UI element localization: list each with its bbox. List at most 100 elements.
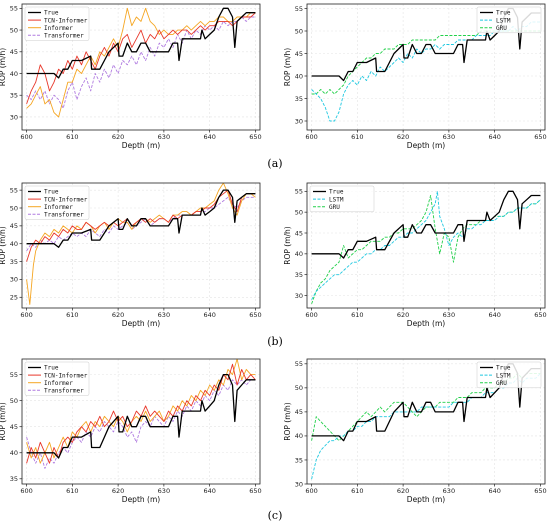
legend-label-tcn_informer: TCN-Informer bbox=[44, 196, 88, 203]
y-tick-label: 25 bbox=[10, 294, 18, 302]
legend-label-true: True bbox=[496, 365, 511, 372]
legend-label-gru: GRU bbox=[496, 25, 507, 32]
x-tick-label: 630 bbox=[158, 311, 170, 319]
x-axis-label: Depth (m) bbox=[122, 141, 160, 150]
legend-label-informer: Informer bbox=[44, 25, 73, 32]
y-tick-label: 45 bbox=[10, 48, 18, 56]
x-tick-label: 640 bbox=[488, 487, 500, 495]
y-axis-label: ROP (m/h) bbox=[283, 226, 292, 265]
panel-label-c: (c) bbox=[268, 509, 283, 522]
legend-label-lstm: LSTM bbox=[496, 372, 511, 379]
plot-frame bbox=[21, 182, 261, 309]
y-tick-label: 50 bbox=[10, 397, 18, 405]
series-line-lstm bbox=[311, 190, 541, 300]
x-tick-label: 610 bbox=[66, 487, 78, 495]
legend-box bbox=[24, 6, 90, 41]
y-tick-label: 40 bbox=[10, 70, 18, 78]
y-tick-label: 55 bbox=[295, 5, 303, 13]
y-tick-label: 35 bbox=[10, 92, 18, 100]
chart-panels: 600 610 620 630 640 650 30 35 40 45 50 55 Depth (m) R… bbox=[0, 3, 547, 504]
y-tick-label: 35 bbox=[10, 475, 18, 483]
series-line-gru bbox=[311, 30, 541, 95]
x-tick-label: 600 bbox=[20, 311, 32, 319]
x-tick-label: 610 bbox=[66, 311, 78, 319]
x-axis-label: Depth (m) bbox=[122, 495, 160, 504]
y-tick-label: 50 bbox=[10, 26, 18, 34]
x-tick-label: 620 bbox=[397, 487, 409, 495]
y-tick-label: 30 bbox=[10, 113, 18, 121]
series-line-lstm bbox=[311, 21, 541, 122]
legend-box bbox=[24, 361, 90, 396]
x-axis-label: Depth (m) bbox=[407, 495, 445, 504]
y-tick-label: 55 bbox=[295, 360, 303, 368]
legend-label-transformer: Transformer bbox=[44, 33, 84, 40]
x-tick-label: 650 bbox=[534, 487, 546, 495]
y-tick-label: 45 bbox=[10, 222, 18, 230]
x-tick-label: 640 bbox=[203, 487, 215, 495]
x-tick-label: 630 bbox=[443, 487, 455, 495]
plot-frame bbox=[21, 3, 261, 131]
x-axis-label: Depth (m) bbox=[407, 141, 445, 150]
plot-frame bbox=[306, 182, 546, 309]
series-line-true bbox=[26, 189, 256, 248]
y-tick-label: 55 bbox=[295, 188, 303, 196]
y-axis-label: ROP (m/h) bbox=[283, 48, 292, 87]
y-axis-label: ROP (m/h) bbox=[0, 226, 7, 265]
legend-label-transformer: Transformer bbox=[44, 212, 84, 219]
y-tick-label: 50 bbox=[10, 204, 18, 212]
legend-label-informer: Informer bbox=[44, 204, 73, 211]
legend-label-true: True bbox=[329, 189, 344, 196]
panel-label-a: (a) bbox=[267, 157, 282, 170]
x-tick-label: 620 bbox=[397, 311, 409, 319]
legend-label-tcn_informer: TCN-Informer bbox=[44, 372, 88, 379]
x-tick-label: 630 bbox=[443, 311, 455, 319]
x-tick-label: 610 bbox=[351, 133, 363, 141]
chart-b-left: 600 610 620 630 640 650 25 30 35 40 45 50 55 Depth (m… bbox=[0, 182, 262, 328]
chart-a-left: 600 610 620 630 640 650 30 35 40 45 50 55 Depth (m) R… bbox=[0, 3, 262, 150]
x-tick-label: 600 bbox=[305, 487, 317, 495]
x-tick-label: 650 bbox=[249, 487, 261, 495]
y-tick-label: 50 bbox=[295, 27, 303, 35]
x-tick-label: 620 bbox=[397, 133, 409, 141]
y-tick-label: 30 bbox=[295, 292, 303, 300]
y-tick-label: 40 bbox=[295, 432, 303, 440]
y-tick-label: 50 bbox=[295, 208, 303, 216]
y-axis-label: ROP (m/h) bbox=[283, 402, 292, 441]
y-tick-label: 45 bbox=[10, 423, 18, 431]
legend-label-true: True bbox=[44, 365, 59, 372]
series-line-transformer bbox=[26, 379, 256, 469]
x-tick-label: 650 bbox=[249, 311, 261, 319]
x-tick-label: 630 bbox=[158, 487, 170, 495]
y-tick-label: 35 bbox=[10, 258, 18, 266]
x-axis-label: Depth (m) bbox=[122, 319, 160, 328]
panel-label-b: (b) bbox=[267, 335, 283, 348]
y-tick-label: 35 bbox=[295, 456, 303, 464]
legend-label-true: True bbox=[44, 10, 59, 17]
legend-box bbox=[24, 185, 90, 220]
x-tick-label: 620 bbox=[112, 133, 124, 141]
x-tick-label: 630 bbox=[443, 133, 455, 141]
legend-label-true: True bbox=[496, 10, 511, 17]
y-tick-label: 35 bbox=[295, 271, 303, 279]
x-tick-label: 600 bbox=[20, 133, 32, 141]
series-line-gru bbox=[311, 195, 541, 304]
x-tick-label: 630 bbox=[158, 133, 170, 141]
legend-box bbox=[476, 6, 542, 34]
series-line-informer bbox=[26, 7, 256, 118]
x-tick-label: 650 bbox=[534, 311, 546, 319]
x-tick-label: 650 bbox=[249, 133, 261, 141]
y-tick-label: 45 bbox=[295, 50, 303, 58]
x-tick-label: 610 bbox=[351, 487, 363, 495]
y-tick-label: 30 bbox=[295, 117, 303, 125]
x-axis-label: Depth (m) bbox=[407, 319, 445, 328]
x-tick-label: 640 bbox=[488, 133, 500, 141]
y-axis-label: ROP (m/h) bbox=[0, 48, 7, 87]
x-tick-label: 620 bbox=[112, 487, 124, 495]
legend-label-informer: Informer bbox=[44, 380, 73, 387]
